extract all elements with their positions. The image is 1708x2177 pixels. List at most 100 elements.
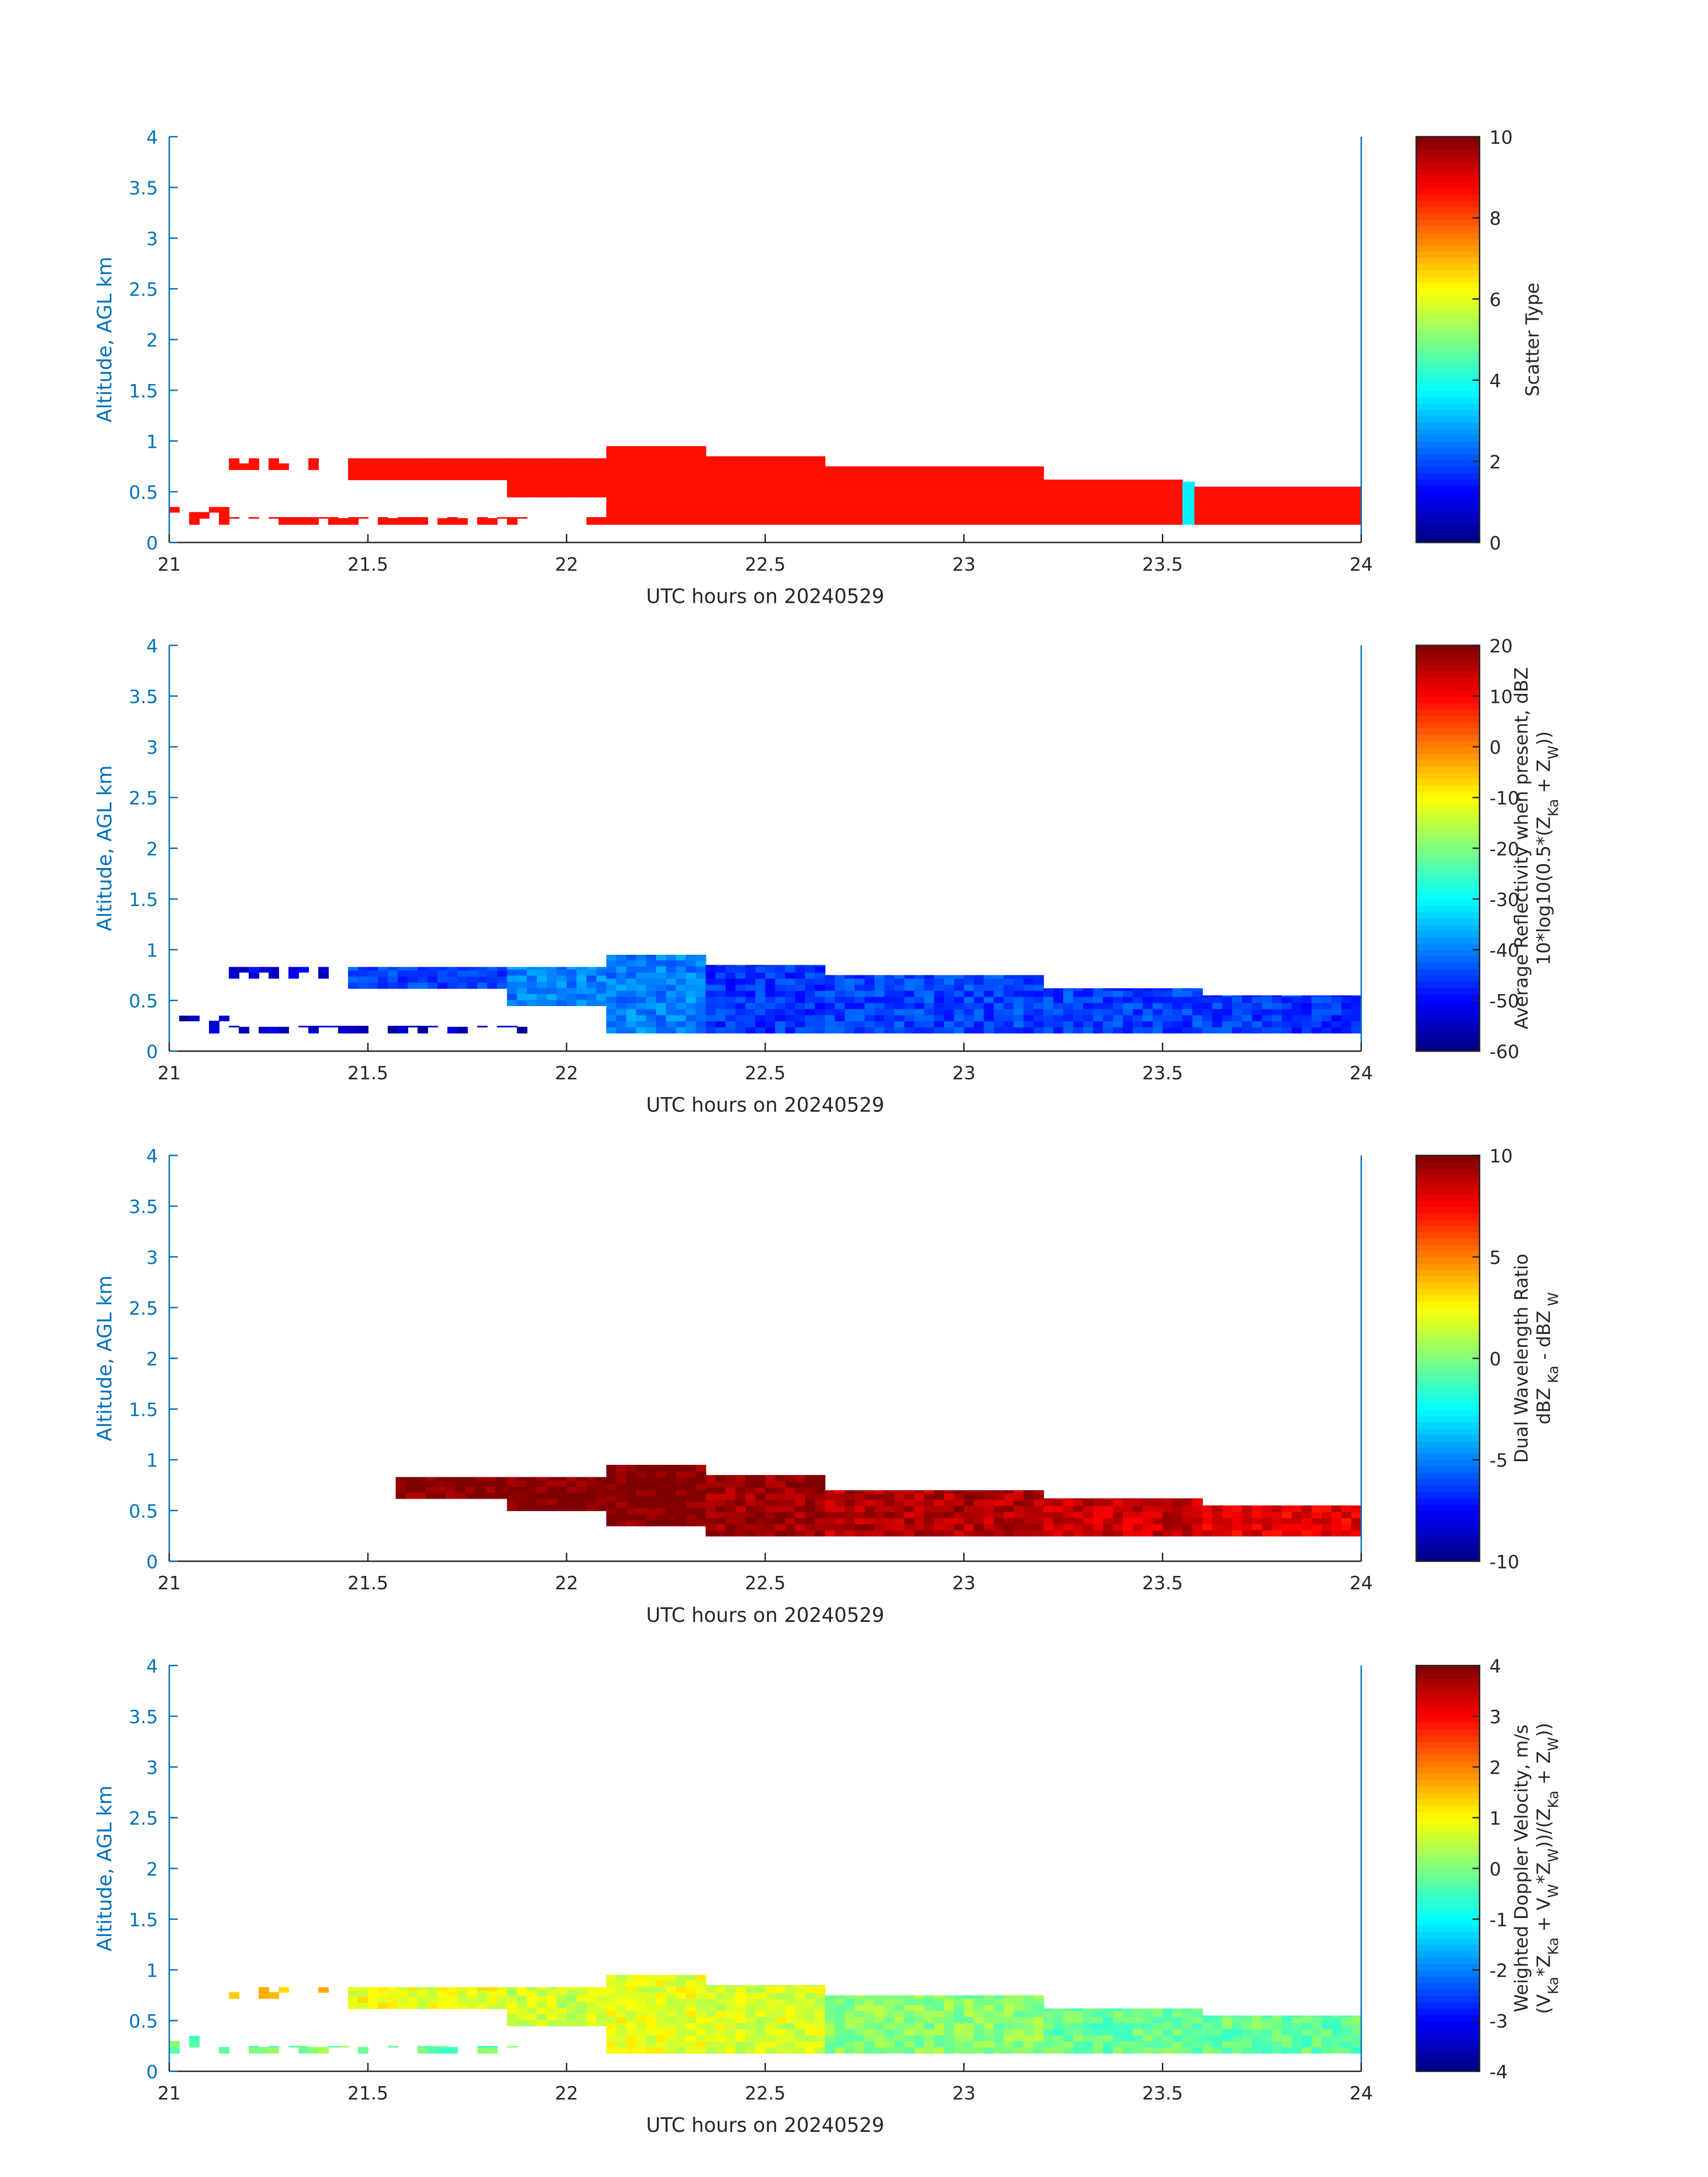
heatmap-cell (666, 1483, 677, 1490)
heatmap-cell (944, 466, 955, 470)
heatmap-cell (1321, 2022, 1332, 2030)
heatmap-cell (1192, 1008, 1203, 1015)
heatmap-cell (874, 512, 885, 519)
heatmap-cell (934, 1027, 945, 1034)
heatmap-cell (1313, 486, 1324, 489)
colorbar-swatch (1416, 943, 1480, 950)
heatmap-cell (884, 488, 895, 495)
colorbar-swatch (1416, 810, 1480, 817)
heatmap-cell (994, 488, 1004, 495)
heatmap-cell (1123, 1529, 1134, 1537)
heatmap-cell (616, 1471, 627, 1478)
heatmap-cell (427, 2002, 438, 2009)
heatmap-cell (685, 1507, 697, 1514)
colorbar-swatch (1416, 1409, 1480, 1416)
heatmap-cell (785, 500, 796, 507)
heatmap-cell (358, 2047, 369, 2054)
colorbar-swatch (1416, 263, 1480, 271)
heatmap-cell (526, 2001, 538, 2008)
heatmap-cell (666, 512, 677, 519)
heatmap-cell (934, 488, 945, 495)
heatmap-cell (954, 1998, 965, 2005)
heatmap-cell (666, 457, 677, 464)
heatmap-cell (1162, 518, 1173, 525)
heatmap-cell (1132, 2047, 1144, 2054)
heatmap-cell (725, 2004, 736, 2011)
heatmap-cell (814, 1986, 826, 1993)
heatmap-cell (695, 512, 706, 519)
heatmap-cell (864, 1015, 875, 1021)
heatmap-cell (1333, 493, 1344, 501)
heatmap-cell (725, 984, 736, 991)
heatmap-cell (547, 478, 557, 485)
heatmap-cell (854, 1490, 865, 1494)
heatmap-cell (954, 469, 965, 476)
heatmap-cell (1083, 1524, 1094, 1530)
heatmap-cell (566, 987, 577, 994)
heatmap-cell (1063, 488, 1074, 495)
heatmap-cell (1143, 2010, 1153, 2017)
heatmap-cell (308, 517, 319, 519)
heatmap-cell (814, 2041, 826, 2048)
heatmap-cell (864, 2010, 875, 2017)
heatmap-cell (715, 2004, 726, 2011)
heatmap-cell (445, 1492, 456, 1499)
heatmap-cell (1093, 512, 1104, 519)
heatmap-cell (1063, 2010, 1074, 2017)
heatmap-cell (1261, 2041, 1273, 2048)
heatmap-cell (1083, 500, 1094, 507)
heatmap-cell (725, 1992, 736, 1999)
heatmap-cell (964, 2047, 975, 2054)
heatmap-cell (1053, 1015, 1064, 1021)
heatmap-cell (626, 512, 637, 519)
colorbar-swatch (1416, 187, 1480, 195)
heatmap-cell (1172, 481, 1183, 489)
heatmap-cell (537, 460, 547, 467)
heatmap-cell (1143, 1015, 1153, 1021)
heatmap-cell (437, 970, 448, 977)
heatmap-cell (1311, 2035, 1322, 2042)
heatmap-cell (805, 1985, 816, 1987)
heatmap-cell (994, 466, 1004, 470)
colorbar-swatch (1416, 1925, 1480, 1933)
heatmap-cell (1242, 2015, 1253, 2017)
heatmap-cell (1003, 1015, 1015, 1021)
heatmap-cell (435, 1480, 446, 1487)
heatmap-cell (944, 984, 955, 991)
heatmap-cell (1033, 469, 1044, 476)
heatmap-cell (646, 1008, 657, 1015)
heatmap-cell (646, 1465, 657, 1472)
heatmap-cell (795, 1027, 806, 1034)
heatmap-cell (814, 1998, 826, 2005)
heatmap-cell (1003, 1524, 1015, 1530)
heatmap-cell (596, 2007, 607, 2014)
heatmap-cell (1261, 1008, 1273, 1015)
heatmap-cell (646, 469, 657, 476)
heatmap-cell (1083, 1015, 1094, 1021)
heatmap-cell (854, 996, 865, 1003)
heatmap-cell (984, 1511, 994, 1518)
heatmap-cell (447, 970, 458, 977)
heatmap-cell (626, 1980, 637, 1987)
heatmap-cell (775, 1027, 786, 1034)
heatmap-cell (676, 1027, 687, 1034)
heatmap-cell (616, 1513, 627, 1521)
heatmap-cell (805, 488, 816, 495)
heatmap-cell (1162, 479, 1173, 482)
heatmap-cell (1093, 1524, 1104, 1530)
heatmap-cell (666, 2022, 677, 2030)
heatmap-cell (954, 488, 965, 495)
heatmap-cell (1282, 1505, 1292, 1513)
heatmap-cell (457, 1996, 468, 2003)
heatmap-cell (814, 1027, 826, 1034)
heatmap-cell (517, 2019, 528, 2027)
heatmap-cell (477, 2046, 488, 2048)
heatmap-cell (1202, 996, 1213, 1003)
heatmap-cell (924, 488, 935, 495)
heatmap-cell (1311, 996, 1322, 1003)
heatmap-cell (1123, 1027, 1134, 1034)
heatmap-cell (1182, 2022, 1193, 2030)
heatmap-cell (367, 2002, 379, 2009)
heatmap-cell (1143, 2041, 1153, 2048)
heatmap-cell (1083, 990, 1094, 997)
